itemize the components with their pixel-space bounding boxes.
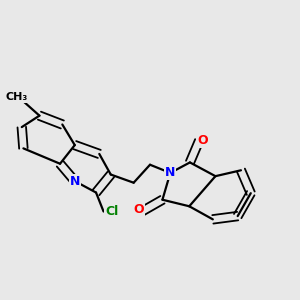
Text: N: N	[165, 167, 175, 179]
Text: Cl: Cl	[105, 205, 119, 218]
Text: O: O	[197, 134, 208, 147]
Text: O: O	[133, 203, 144, 216]
Text: CH₃: CH₃	[6, 92, 28, 102]
Text: N: N	[70, 175, 80, 188]
